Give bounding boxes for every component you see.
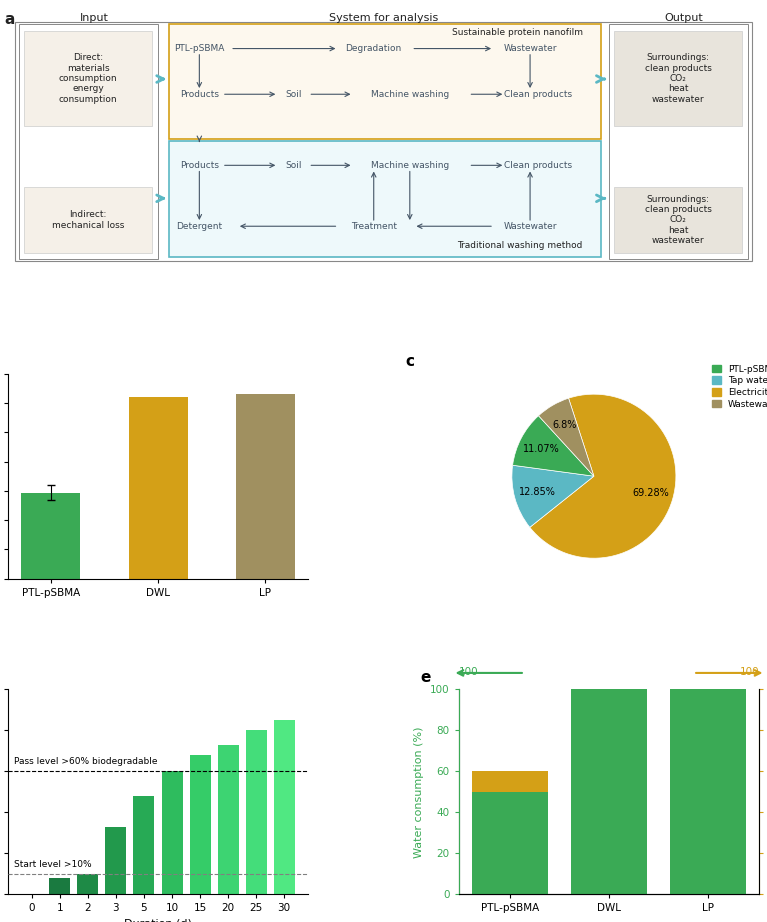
Text: 12.85%: 12.85% (518, 487, 555, 497)
Text: Products: Products (179, 160, 219, 170)
Y-axis label: Water consumption (%): Water consumption (%) (414, 727, 424, 857)
Bar (189, 755, 211, 894)
Text: 11.07%: 11.07% (523, 443, 560, 454)
Text: Pass level >60% biodegradable: Pass level >60% biodegradable (14, 757, 157, 766)
Text: Output: Output (665, 13, 703, 23)
Text: Sustainable protein nanofilm: Sustainable protein nanofilm (452, 29, 583, 37)
Text: Surroundings:
clean products
CO₂
heat
wastewater: Surroundings: clean products CO₂ heat wa… (645, 195, 712, 245)
Bar (105, 827, 127, 894)
Text: Soil: Soil (285, 160, 301, 170)
Bar (129, 396, 188, 579)
Text: 69.28%: 69.28% (632, 488, 669, 498)
Bar (133, 796, 154, 894)
Text: Products: Products (179, 89, 219, 99)
Text: Clean products: Clean products (503, 89, 571, 99)
Bar (77, 874, 98, 894)
Text: Start level >10%: Start level >10% (14, 859, 91, 869)
Text: Direct:
materials
consumption
energy
consumption: Direct: materials consumption energy con… (59, 53, 117, 104)
Bar (170, 141, 601, 256)
Bar (472, 792, 548, 894)
Bar (19, 24, 158, 259)
Bar (670, 690, 746, 894)
Bar (609, 24, 748, 259)
X-axis label: Duration (d): Duration (d) (124, 919, 192, 922)
Bar (472, 772, 548, 894)
Text: Input: Input (80, 13, 109, 23)
Wedge shape (512, 416, 594, 476)
Bar (614, 30, 742, 126)
Text: Indirect:
mechanical loss: Indirect: mechanical loss (52, 210, 124, 230)
Bar (218, 745, 239, 894)
Text: c: c (406, 354, 414, 369)
Text: 6.8%: 6.8% (552, 420, 576, 431)
Text: a: a (4, 12, 15, 27)
Text: Clean products: Clean products (503, 160, 571, 170)
Text: Traditional washing method: Traditional washing method (457, 242, 583, 251)
Text: System for analysis: System for analysis (329, 13, 438, 23)
Text: Machine washing: Machine washing (370, 89, 449, 99)
Text: Detergent: Detergent (176, 221, 222, 230)
Legend: PTL-pSBMA, Tap water, Electricity, Wastewater: PTL-pSBMA, Tap water, Electricity, Waste… (709, 361, 767, 411)
Bar (25, 187, 152, 253)
Bar (170, 25, 601, 138)
Bar (162, 772, 183, 894)
Text: Degradation: Degradation (346, 44, 402, 53)
Bar (614, 187, 742, 253)
Bar (21, 492, 81, 579)
Bar (235, 395, 295, 579)
Wedge shape (512, 466, 594, 527)
Wedge shape (538, 398, 594, 476)
Text: Wastewater: Wastewater (503, 44, 557, 53)
Text: e: e (420, 669, 431, 685)
Text: 100: 100 (739, 667, 759, 677)
Bar (274, 720, 295, 894)
Text: Wastewater: Wastewater (503, 221, 557, 230)
Bar (49, 878, 71, 894)
Text: PTL-pSBMA: PTL-pSBMA (174, 44, 225, 53)
Bar (571, 690, 647, 894)
Bar (25, 30, 152, 126)
Text: Treatment: Treatment (351, 221, 397, 230)
Bar (670, 690, 746, 894)
Text: Machine washing: Machine washing (370, 160, 449, 170)
Wedge shape (530, 395, 676, 558)
Text: Surroundings:
clean products
CO₂
heat
wastewater: Surroundings: clean products CO₂ heat wa… (645, 53, 712, 104)
Text: 100: 100 (459, 667, 479, 677)
Text: Soil: Soil (285, 89, 301, 99)
Bar (571, 690, 647, 894)
Bar (245, 730, 267, 894)
